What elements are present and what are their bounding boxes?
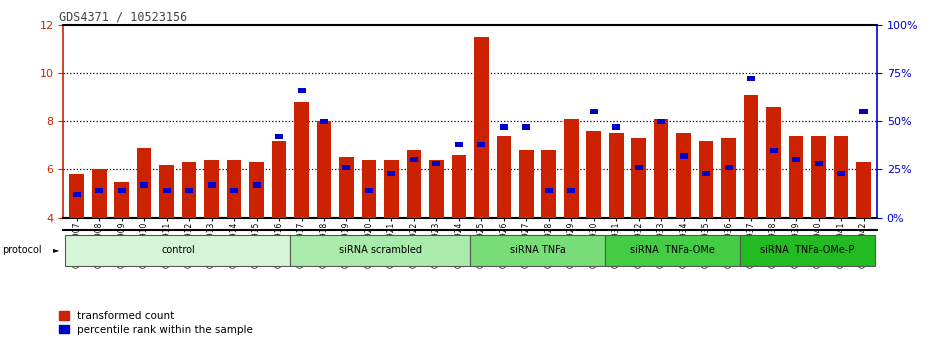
Bar	[452, 155, 466, 218]
Bar	[432, 161, 441, 166]
FancyBboxPatch shape	[470, 235, 605, 266]
Text: protocol: protocol	[2, 245, 42, 255]
Bar	[406, 150, 421, 218]
Bar	[317, 121, 331, 218]
Bar	[587, 131, 601, 218]
Bar	[769, 148, 777, 153]
Bar	[676, 133, 691, 218]
Bar	[609, 133, 623, 218]
Bar	[362, 160, 377, 218]
Bar	[612, 124, 620, 130]
Bar	[747, 76, 755, 81]
Bar	[722, 138, 736, 218]
Bar	[114, 182, 129, 218]
Bar	[744, 95, 758, 218]
Bar	[70, 174, 84, 218]
Bar	[766, 107, 781, 218]
Bar	[811, 136, 826, 218]
Bar	[410, 157, 418, 162]
Bar	[590, 109, 598, 114]
Bar	[815, 161, 822, 166]
Bar	[499, 124, 508, 130]
Bar	[118, 188, 126, 193]
FancyBboxPatch shape	[290, 235, 470, 266]
Bar	[182, 162, 196, 218]
Text: siRNA  TNFa-OMe: siRNA TNFa-OMe	[630, 245, 715, 255]
Bar	[227, 160, 242, 218]
Bar	[541, 150, 556, 218]
Bar	[680, 153, 687, 159]
Text: siRNA  TNFa-OMe-P: siRNA TNFa-OMe-P	[760, 245, 855, 255]
FancyBboxPatch shape	[605, 235, 740, 266]
Bar	[658, 119, 665, 124]
Bar	[859, 109, 868, 114]
Bar	[564, 119, 578, 218]
FancyBboxPatch shape	[740, 235, 875, 266]
Bar	[519, 150, 534, 218]
Bar	[857, 162, 870, 218]
Bar	[523, 124, 530, 130]
Bar	[455, 142, 463, 147]
Bar	[789, 136, 804, 218]
Bar	[833, 136, 848, 218]
Bar	[92, 170, 107, 218]
Bar	[249, 162, 264, 218]
Bar	[159, 165, 174, 218]
Bar	[185, 188, 193, 193]
Text: siRNA scrambled: siRNA scrambled	[339, 245, 421, 255]
Bar	[384, 160, 399, 218]
Bar	[634, 165, 643, 170]
Bar	[497, 136, 512, 218]
Bar	[792, 157, 800, 162]
Bar	[95, 188, 103, 193]
Bar	[698, 141, 713, 218]
Bar	[137, 148, 152, 218]
Bar	[388, 171, 395, 176]
Bar	[365, 188, 373, 193]
Text: GDS4371 / 10523156: GDS4371 / 10523156	[59, 11, 187, 24]
Bar	[207, 182, 216, 188]
Bar	[631, 138, 646, 218]
Bar	[272, 141, 286, 218]
Bar	[837, 171, 845, 176]
Text: ►: ►	[53, 245, 60, 254]
Bar	[339, 158, 353, 218]
Bar	[73, 192, 81, 197]
Bar	[474, 37, 488, 218]
Bar	[545, 188, 552, 193]
Bar	[320, 119, 328, 124]
Bar	[163, 188, 171, 193]
Bar	[342, 165, 351, 170]
FancyBboxPatch shape	[65, 235, 290, 266]
Bar	[702, 171, 711, 176]
Text: control: control	[161, 245, 194, 255]
Bar	[724, 165, 733, 170]
Bar	[294, 102, 309, 218]
Bar	[477, 142, 485, 147]
Bar	[567, 188, 576, 193]
Legend: transformed count, percentile rank within the sample: transformed count, percentile rank withi…	[60, 311, 253, 335]
Bar	[275, 134, 283, 139]
Text: siRNA TNFa: siRNA TNFa	[510, 245, 565, 255]
Bar	[253, 182, 260, 188]
Bar	[230, 188, 238, 193]
Bar	[140, 182, 148, 188]
Bar	[654, 119, 669, 218]
Bar	[429, 160, 444, 218]
Bar	[205, 160, 219, 218]
Bar	[298, 88, 306, 93]
